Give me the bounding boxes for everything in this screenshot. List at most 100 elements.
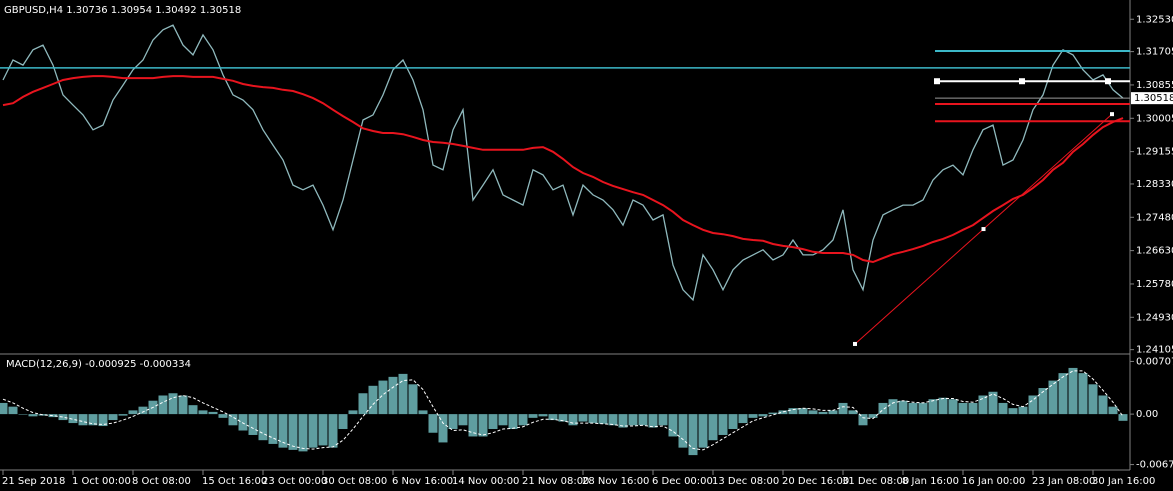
macd-bar	[1118, 414, 1128, 421]
macd-bar	[618, 414, 628, 428]
macd-bar	[138, 406, 148, 415]
macd-bar	[728, 414, 738, 430]
macd-bar	[1028, 395, 1038, 415]
macd-bar	[248, 414, 258, 435]
macd-bar	[838, 402, 848, 415]
macd-bar	[928, 399, 938, 415]
macd-bar	[408, 384, 418, 415]
y-tick-label: 1.27480	[1136, 212, 1173, 223]
y-tick-label: 1.31705	[1136, 47, 1173, 58]
macd-bar	[798, 408, 808, 415]
macd-bar	[38, 414, 48, 416]
macd-bar	[1068, 367, 1078, 415]
y-tick-label: 0.007071	[1136, 356, 1173, 367]
macd-bar	[738, 414, 748, 424]
macd-bar	[168, 393, 178, 415]
macd-bar	[668, 414, 678, 437]
macd-bar	[238, 414, 248, 431]
macd-bar	[858, 414, 868, 426]
macd-bar	[908, 402, 918, 415]
y-tick-label: 1.28330	[1136, 179, 1173, 190]
macd-bar	[978, 395, 988, 415]
x-tick-label: 1 Oct 00:00	[72, 476, 131, 487]
macd-title: MACD(12,26,9) -0.000925 -0.000334	[6, 359, 191, 370]
macd-bar	[88, 414, 98, 426]
macd-bar	[878, 402, 888, 415]
macd-bar	[948, 399, 958, 415]
macd-bar	[918, 402, 928, 415]
price-line	[2, 24, 1124, 302]
macd-bar	[288, 414, 298, 450]
macd-bar	[638, 414, 648, 426]
x-tick-label: 21 Nov 08:00	[522, 476, 589, 487]
macd-bar	[538, 414, 548, 417]
macd-bar	[0, 402, 8, 415]
macd-bar	[1018, 406, 1028, 415]
x-tick-label: 6 Dec 00:00	[652, 476, 713, 487]
x-tick-label: 8 Oct 08:00	[132, 476, 191, 487]
macd-bar	[678, 414, 688, 448]
macd-bar	[98, 414, 108, 427]
macd-bar	[338, 414, 348, 430]
macd-bar	[958, 402, 968, 415]
trendline-point	[981, 227, 986, 232]
macd-bar	[178, 395, 188, 415]
x-tick-label: 30 Jan 16:00	[1092, 476, 1155, 487]
macd-bar	[348, 410, 358, 415]
y-tick-label: -0.006772	[1136, 460, 1173, 471]
y-tick-label: 1.32530	[1136, 14, 1173, 25]
x-tick-label: 21 Sep 2018	[2, 476, 65, 487]
macd-bar	[818, 411, 828, 415]
y-tick-label: 1.26630	[1136, 246, 1173, 257]
x-tick-label: 14 Nov 00:00	[452, 476, 519, 487]
macd-bar	[438, 414, 448, 443]
trendline-point	[1110, 112, 1114, 117]
macd-bar	[118, 414, 128, 416]
x-tick-label: 31 Dec 08:00	[842, 476, 909, 487]
macd-bar	[658, 414, 668, 426]
macd-bar	[748, 414, 758, 418]
macd-bar	[608, 414, 618, 426]
macd-bar	[988, 391, 998, 415]
macd-bar	[898, 400, 908, 415]
y-tick-label: 1.24930	[1136, 312, 1173, 323]
macd-bar	[1038, 388, 1048, 415]
macd-bar	[128, 410, 138, 415]
level-handle	[1019, 78, 1025, 85]
y-tick-label: 1.29155	[1136, 147, 1173, 158]
macd-bar	[1058, 373, 1068, 415]
y-tick-label: 1.30855	[1136, 80, 1173, 91]
macd-bar	[1098, 395, 1108, 415]
macd-bar	[518, 414, 528, 426]
macd-bar	[868, 414, 878, 418]
macd-bar	[358, 393, 368, 415]
macd-bar	[888, 399, 898, 415]
macd-bar	[1048, 380, 1058, 415]
macd-bar	[28, 414, 38, 417]
macd-bar	[688, 414, 698, 456]
macd-bar	[528, 414, 538, 418]
macd-bar	[1008, 408, 1018, 415]
macd-bar	[468, 414, 478, 437]
macd-bar	[368, 385, 378, 415]
macd-bar	[208, 411, 218, 415]
macd-bar	[478, 414, 488, 437]
macd-bar	[598, 414, 608, 424]
x-tick-label: 15 Oct 16:00	[202, 476, 267, 487]
macd-bar	[448, 414, 458, 430]
macd-bar	[378, 380, 388, 415]
macd-bar	[258, 414, 268, 441]
macd-bar	[8, 406, 18, 415]
macd-bar	[278, 414, 288, 448]
macd-bar	[708, 414, 718, 441]
macd-bar	[418, 410, 428, 415]
macd-bar	[308, 414, 318, 448]
macd-bar	[1078, 373, 1088, 415]
macd-bar	[228, 414, 238, 426]
macd-bar	[718, 414, 728, 435]
macd-bar	[458, 414, 468, 426]
signal-line	[2, 370, 1124, 451]
x-tick-label: 8 Jan 16:00	[902, 476, 959, 487]
macd-bar	[498, 414, 508, 426]
macd-bar	[788, 408, 798, 415]
